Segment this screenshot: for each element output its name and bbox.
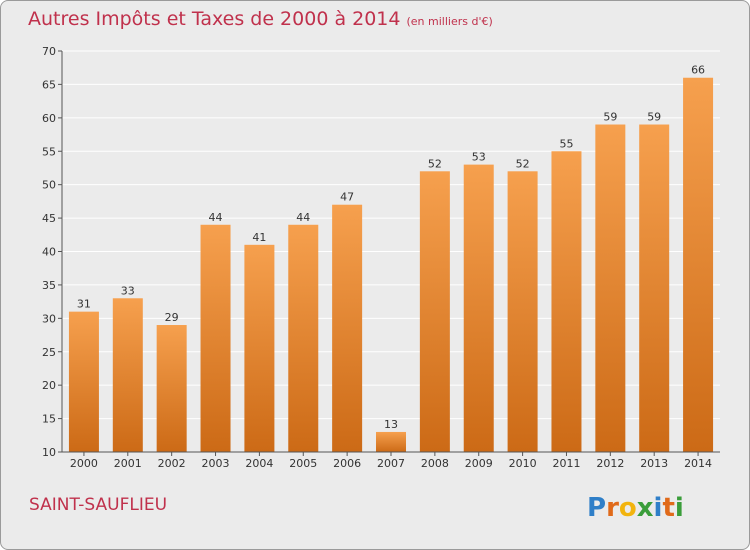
x-tick-label: 2013	[640, 457, 668, 470]
x-tick-label: 2010	[509, 457, 537, 470]
data-label: 52	[516, 157, 530, 170]
y-tick-label: 50	[42, 179, 56, 192]
bar	[507, 171, 538, 453]
y-tick-label: 45	[42, 212, 56, 225]
y-tick-label: 70	[42, 45, 56, 58]
x-tick-label: 2002	[158, 457, 186, 470]
data-label: 47	[340, 191, 354, 204]
bar	[156, 325, 187, 452]
bar	[200, 224, 231, 452]
x-tick-label: 2000	[70, 457, 98, 470]
x-tick-label: 2009	[465, 457, 493, 470]
y-tick-label: 35	[42, 279, 56, 292]
data-label: 59	[603, 111, 617, 124]
data-label: 53	[472, 151, 486, 164]
y-tick-label: 60	[42, 112, 56, 125]
data-label: 66	[691, 64, 705, 77]
x-tick-label: 2007	[377, 457, 405, 470]
bar	[683, 77, 714, 452]
bar	[244, 244, 275, 452]
bar	[419, 171, 450, 453]
bar	[595, 124, 626, 453]
y-tick-label: 30	[42, 312, 56, 325]
bar	[463, 164, 494, 452]
y-tick-label: 65	[42, 78, 56, 91]
data-label: 44	[296, 211, 310, 224]
bar	[639, 124, 670, 453]
bar	[376, 431, 406, 452]
data-label: 33	[121, 284, 135, 297]
data-label: 52	[428, 157, 442, 170]
bar	[112, 298, 143, 452]
commune-name: SAINT-SAUFLIEU	[29, 495, 168, 515]
x-tick-label: 2005	[289, 457, 317, 470]
x-tick-label: 2008	[421, 457, 449, 470]
x-tick-label: 2001	[114, 457, 142, 470]
data-label: 13	[384, 418, 398, 431]
x-tick-label: 2014	[684, 457, 712, 470]
bar	[288, 224, 319, 452]
y-tick-label: 20	[42, 379, 56, 392]
data-label: 41	[252, 231, 266, 244]
bar	[332, 204, 363, 452]
y-tick-label: 15	[42, 413, 56, 426]
data-label: 55	[559, 137, 573, 150]
y-tick-label: 10	[42, 446, 56, 459]
data-label: 31	[77, 298, 91, 311]
x-tick-label: 2011	[552, 457, 580, 470]
bar	[68, 311, 99, 452]
chart-title: Autres Impôts et Taxes de 2000 à 2014 (en…	[28, 8, 493, 30]
data-label: 44	[209, 211, 223, 224]
y-tick-label: 55	[42, 145, 56, 158]
x-tick-label: 2003	[202, 457, 230, 470]
y-tick-label: 25	[42, 346, 56, 359]
data-label: 29	[165, 311, 179, 324]
proxiti-logo: Proxiti	[587, 493, 684, 523]
data-label: 59	[647, 111, 661, 124]
x-tick-label: 2006	[333, 457, 361, 470]
x-tick-label: 2004	[245, 457, 273, 470]
chart-title-unit: (en milliers d'€)	[406, 15, 493, 28]
chart-title-text: Autres Impôts et Taxes de 2000 à 2014	[28, 8, 401, 30]
svg-text:Proxiti: Proxiti	[587, 493, 684, 523]
x-tick-label: 2012	[596, 457, 624, 470]
y-tick-label: 40	[42, 246, 56, 259]
bar	[551, 151, 582, 452]
